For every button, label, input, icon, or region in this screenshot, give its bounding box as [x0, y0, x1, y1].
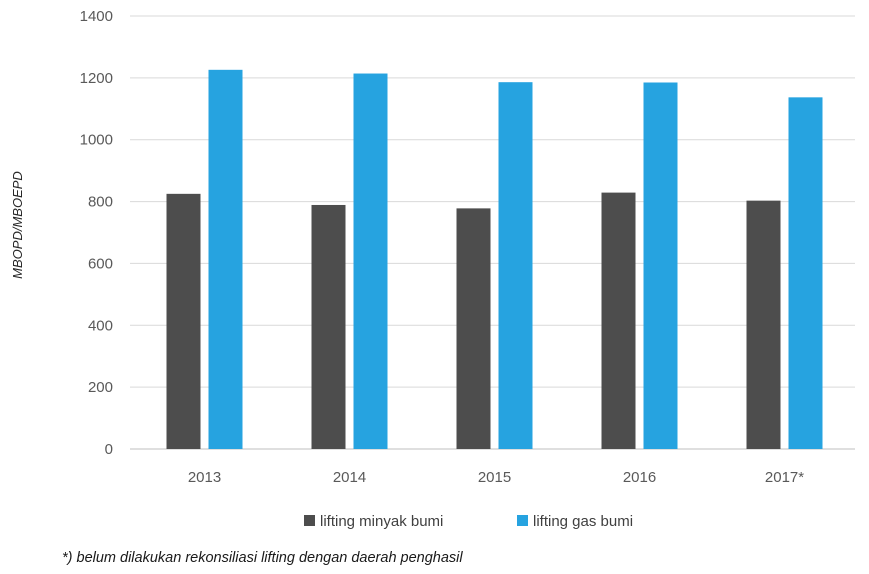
legend-label-series-1: lifting gas bumi — [533, 513, 633, 530]
y-tick-label-3: 600 — [88, 255, 113, 272]
bar-2014-series-1 — [354, 74, 388, 449]
x-tick-label-3: 2016 — [623, 469, 656, 486]
y-tick-label-5: 1000 — [80, 132, 113, 149]
y-tick-label-6: 1200 — [80, 70, 113, 87]
bar-2015-series-1 — [499, 82, 533, 449]
bar-2013-series-0 — [167, 194, 201, 449]
legend-swatch-series-1 — [517, 515, 528, 526]
bar-2017-series-0 — [747, 201, 781, 449]
x-axis-ticks: 2013 2014 2015 2016 2017* — [188, 469, 804, 486]
legend-label-series-0: lifting minyak bumi — [320, 513, 443, 530]
x-tick-label-4: 2017* — [765, 469, 804, 486]
bar-2014-series-0 — [312, 205, 346, 449]
bars — [167, 70, 823, 449]
bar-2016-series-1 — [644, 82, 678, 449]
y-axis-ticks: 0 200 400 600 800 1000 1200 1400 — [80, 8, 113, 458]
y-tick-label-2: 400 — [88, 317, 113, 334]
y-tick-label-7: 1400 — [80, 8, 113, 25]
legend: lifting minyak bumi lifting gas bumi — [304, 513, 633, 530]
footnote: *) belum dilakukan rekonsiliasi lifting … — [62, 550, 463, 566]
bar-2017-series-1 — [789, 97, 823, 449]
legend-swatch-series-0 — [304, 515, 315, 526]
y-axis-title: MBOPD/MBOEPD — [10, 171, 25, 279]
x-tick-label-0: 2013 — [188, 469, 221, 486]
bar-2013-series-1 — [209, 70, 243, 449]
x-tick-label-2: 2015 — [478, 469, 511, 486]
y-tick-label-0: 0 — [105, 441, 113, 458]
bar-2016-series-0 — [602, 193, 636, 449]
y-tick-label-1: 200 — [88, 379, 113, 396]
x-tick-label-1: 2014 — [333, 469, 366, 486]
y-tick-label-4: 800 — [88, 194, 113, 211]
bar-2015-series-0 — [457, 208, 491, 449]
